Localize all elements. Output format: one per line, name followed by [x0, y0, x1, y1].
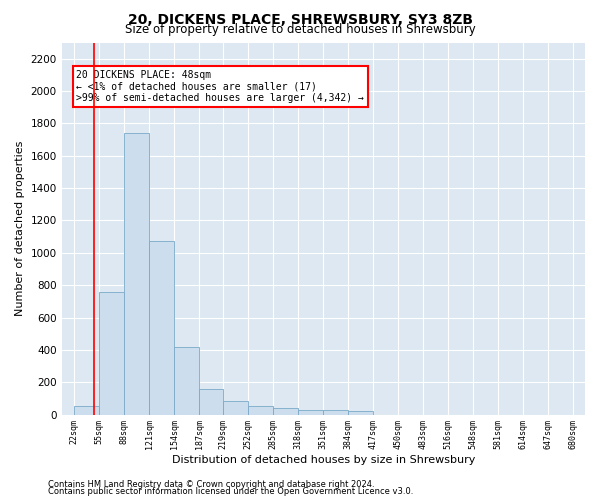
- Bar: [349, 412, 373, 414]
- Text: Size of property relative to detached houses in Shrewsbury: Size of property relative to detached ho…: [125, 22, 475, 36]
- Bar: [199, 388, 223, 414]
- Text: 20, DICKENS PLACE, SHREWSBURY, SY3 8ZB: 20, DICKENS PLACE, SHREWSBURY, SY3 8ZB: [128, 12, 473, 26]
- Bar: [174, 346, 199, 414]
- Y-axis label: Number of detached properties: Number of detached properties: [15, 141, 25, 316]
- Text: Contains HM Land Registry data © Crown copyright and database right 2024.: Contains HM Land Registry data © Crown c…: [48, 480, 374, 489]
- Bar: [149, 242, 174, 414]
- Bar: [223, 401, 248, 414]
- Bar: [298, 410, 323, 414]
- Text: 20 DICKENS PLACE: 48sqm
← <1% of detached houses are smaller (17)
>99% of semi-d: 20 DICKENS PLACE: 48sqm ← <1% of detache…: [76, 70, 364, 103]
- X-axis label: Distribution of detached houses by size in Shrewsbury: Distribution of detached houses by size …: [172, 455, 475, 465]
- Bar: [323, 410, 349, 414]
- Bar: [74, 406, 99, 414]
- Bar: [124, 133, 149, 414]
- Bar: [248, 406, 274, 414]
- Bar: [274, 408, 298, 414]
- Text: Contains public sector information licensed under the Open Government Licence v3: Contains public sector information licen…: [48, 487, 413, 496]
- Bar: [99, 292, 124, 414]
